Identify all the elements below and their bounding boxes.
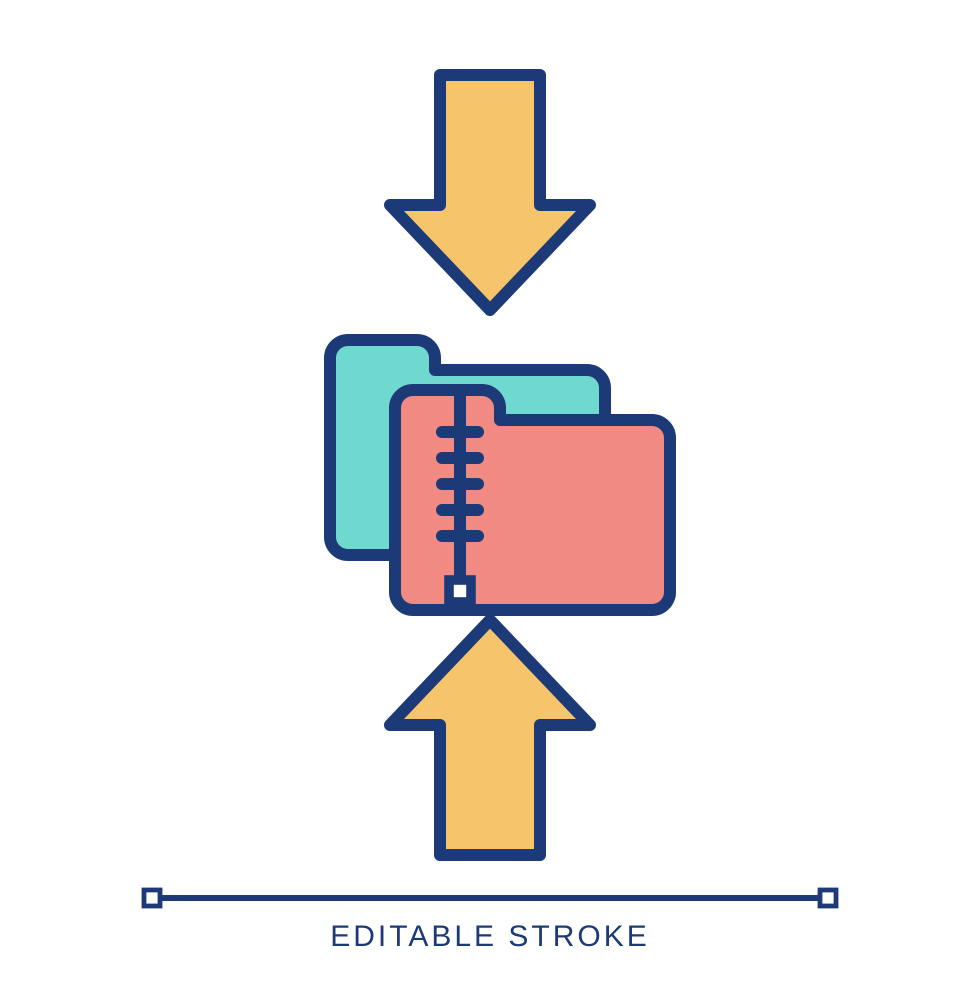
divider: [0, 885, 980, 911]
arrow-up-icon: [390, 620, 590, 855]
divider-endcap-left: [144, 890, 160, 906]
icon-card: EDITABLE STROKE: [0, 0, 980, 980]
zipper-pull: [449, 580, 471, 602]
divider-endcap-right: [820, 890, 836, 906]
caption-label: EDITABLE STROKE: [0, 920, 980, 954]
arrow-down-icon: [390, 75, 590, 310]
compress-folders-icon: [0, 0, 980, 980]
folder-front-icon: [395, 390, 670, 610]
